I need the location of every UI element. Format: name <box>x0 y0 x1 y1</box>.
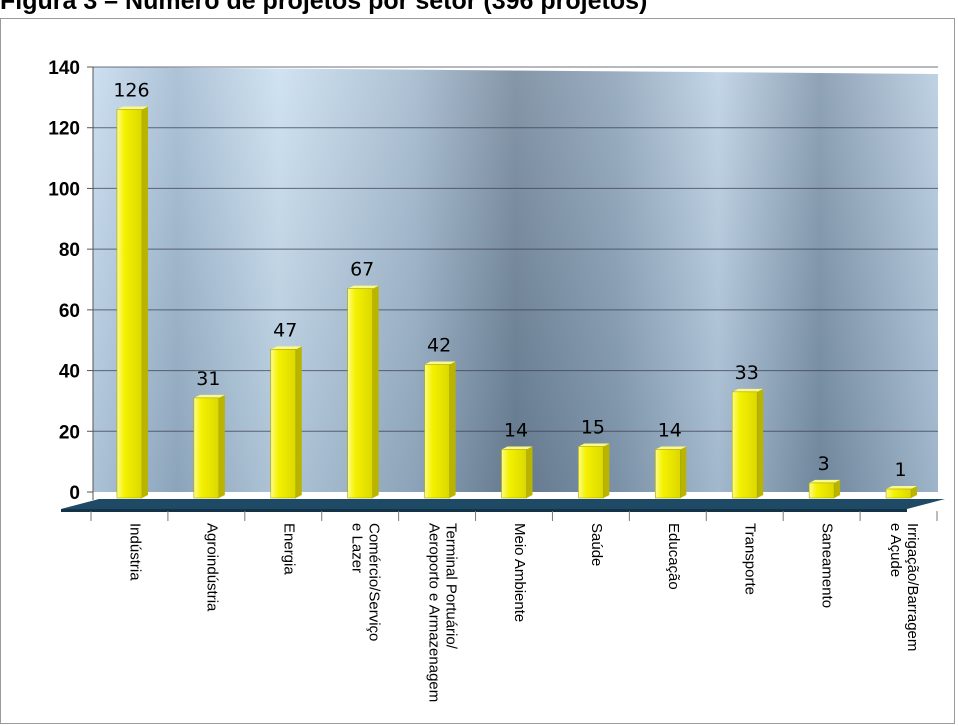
data-label: 42 <box>427 335 451 357</box>
bar <box>270 349 297 499</box>
bar <box>116 109 143 499</box>
chart-frame: 0 20 40 60 80 100 120 140 126 31 47 67 42 14 15 14 33 3 1… <box>0 18 955 724</box>
x-tick-label-line: e Lazer <box>349 523 366 573</box>
y-tick-label: 100 <box>48 179 80 200</box>
bar-top <box>270 346 302 350</box>
x-tick-label: Terminal Portuário/Aeroporto e Armazenag… <box>426 523 460 702</box>
bars <box>116 106 918 499</box>
bar-top <box>578 443 610 447</box>
bar-side <box>603 443 610 498</box>
x-tick-label-line: Terminal Portuário/ <box>443 523 460 650</box>
y-tick-label: 40 <box>59 362 80 383</box>
x-tick-label-line: Indústria <box>126 523 143 581</box>
bar-top <box>347 285 379 289</box>
x-tick-label-line: Meio Ambiente <box>511 523 528 622</box>
bar <box>193 397 220 499</box>
x-tick-label: Meio Ambiente <box>511 523 528 622</box>
x-tick-label-line: Transporte <box>742 523 759 595</box>
x-tick-label-line: Irrigação/Barragem <box>904 523 921 651</box>
bar-side <box>680 446 687 498</box>
y-tick-label: 80 <box>59 240 80 261</box>
x-tick-label: Saneamento <box>819 523 836 608</box>
bar-top <box>193 394 225 398</box>
bar <box>347 288 373 499</box>
data-label: 15 <box>581 416 605 438</box>
bar-side <box>834 479 841 498</box>
y-axis: 0 20 40 60 80 100 120 140 <box>48 58 94 504</box>
data-label: 3 <box>818 453 830 475</box>
bar-side <box>911 485 918 498</box>
x-axis: Indústria Agroindústria Energia Comércio/Se… <box>90 511 938 702</box>
x-tick-label: Transporte <box>742 523 759 595</box>
chart-floor <box>61 499 945 512</box>
bar-top <box>655 446 687 450</box>
x-tick-label-line: e Açude <box>887 523 904 577</box>
y-tick-label: 120 <box>48 119 80 140</box>
data-label: 33 <box>735 362 759 384</box>
bar <box>731 391 758 499</box>
data-label: 14 <box>658 420 682 442</box>
data-label: 126 <box>113 80 149 102</box>
bar-top <box>501 446 533 450</box>
x-tick-label-line: Energia <box>280 523 297 575</box>
figure-title: Figura 3 – Número de projetos por setor … <box>0 0 648 15</box>
data-label: 47 <box>273 319 297 341</box>
x-tick-label: Educação <box>665 523 682 590</box>
bar <box>501 449 527 499</box>
bar-top <box>809 479 841 483</box>
y-tick-label: 20 <box>59 422 80 443</box>
bar <box>424 364 450 499</box>
bar-side <box>218 394 225 498</box>
bar-side <box>526 446 533 498</box>
x-tick-label: Saúde <box>588 523 605 566</box>
floor-top <box>61 499 945 509</box>
gridlines <box>93 66 938 432</box>
x-tick-label-line: Educação <box>665 523 682 590</box>
wall-shade <box>93 67 938 492</box>
chart-wall <box>93 67 938 492</box>
bar <box>578 446 604 499</box>
bar-side <box>141 106 148 498</box>
bar-top <box>886 485 918 489</box>
x-tick-label-line: Agroindústria <box>203 523 220 612</box>
bar-side <box>295 346 302 498</box>
bar-top <box>424 361 456 365</box>
x-tick-label: Indústria <box>126 523 143 581</box>
bar-side <box>449 361 456 498</box>
x-tick-label-line: Saneamento <box>819 523 836 608</box>
bar <box>885 488 912 499</box>
bar-top <box>732 388 764 392</box>
data-label: 14 <box>504 420 528 442</box>
bar <box>655 449 681 499</box>
y-tick-label: 60 <box>59 301 80 322</box>
bar-side <box>372 285 379 498</box>
x-tick-label-line: Saúde <box>588 523 605 566</box>
y-tick-label: 0 <box>69 483 80 504</box>
x-tick-label: Agroindústria <box>203 523 220 612</box>
data-label: 67 <box>350 259 374 281</box>
x-tick-label-line: Comércio/Serviço <box>366 523 383 641</box>
bar-top <box>116 106 148 110</box>
x-tick-label: Energia <box>280 523 297 575</box>
floor-edge <box>61 509 907 512</box>
bar <box>808 482 835 499</box>
bar-side <box>757 388 764 498</box>
y-tick-label: 140 <box>48 58 80 79</box>
x-tick-label-line: Aeroporto e Armazenagem <box>426 523 443 702</box>
data-label: 31 <box>196 368 220 390</box>
data-label: 1 <box>894 459 906 481</box>
